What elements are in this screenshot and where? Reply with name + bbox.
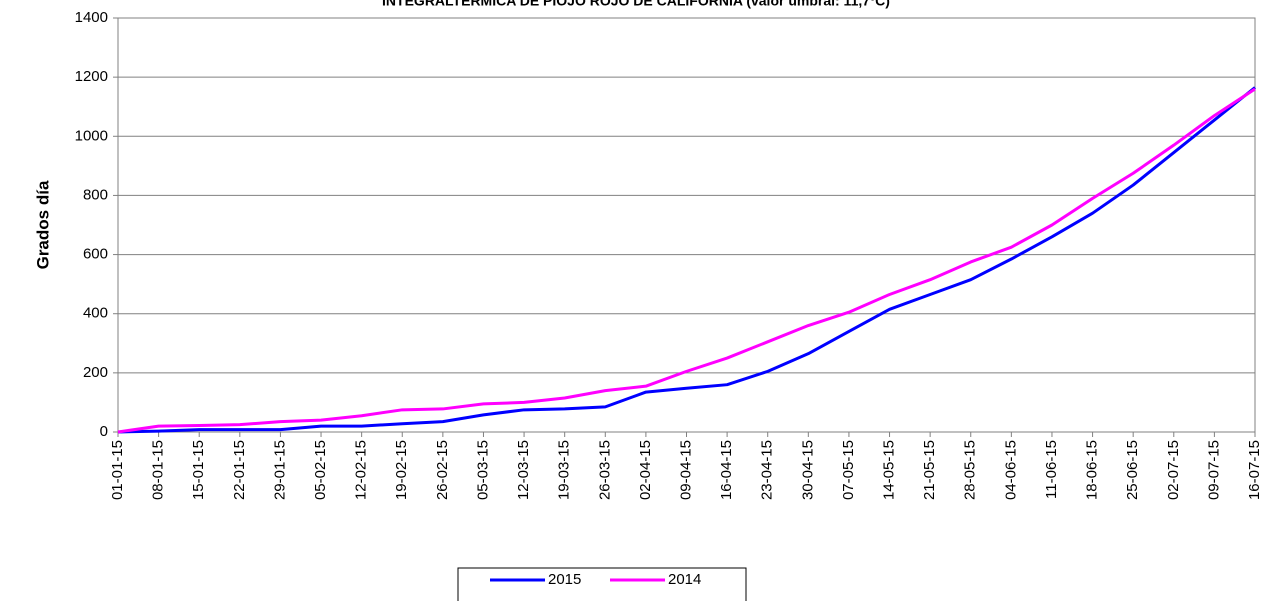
x-tick-label: 15-01-15 xyxy=(190,440,207,500)
x-tick-label: 01-01-15 xyxy=(109,440,126,500)
legend xyxy=(457,567,747,601)
x-tick-label: 19-02-15 xyxy=(393,440,410,500)
x-tick-label: 26-03-15 xyxy=(596,440,613,500)
y-tick-label: 0 xyxy=(100,423,108,440)
x-tick-label: 16-07-15 xyxy=(1246,440,1263,500)
x-tick-label: 12-02-15 xyxy=(353,440,370,500)
y-tick-label: 800 xyxy=(83,186,108,203)
x-tick-label: 11-06-15 xyxy=(1043,440,1060,499)
chart-title: INTEGRALTERMICA DE PIOJO ROJO DE CALIFOR… xyxy=(382,0,890,9)
x-tick-label: 29-01-15 xyxy=(271,440,288,500)
x-tick-label: 26-02-15 xyxy=(434,440,451,500)
x-tick-label: 14-05-15 xyxy=(881,440,898,500)
x-tick-label: 19-03-15 xyxy=(556,440,573,500)
x-tick-label: 05-02-15 xyxy=(312,440,329,500)
y-tick-label: 1000 xyxy=(75,127,108,144)
legend-label: 2015 xyxy=(548,571,581,588)
x-tick-label: 05-03-15 xyxy=(474,440,491,500)
y-axis-label: Grados día xyxy=(33,180,52,269)
y-tick-label: 200 xyxy=(83,364,108,381)
series-line xyxy=(117,86,1256,434)
legend-label: 2014 xyxy=(668,571,701,588)
y-tick-label: 1200 xyxy=(75,68,108,85)
x-tick-label: 09-07-15 xyxy=(1205,440,1222,500)
x-tick-label: 02-04-15 xyxy=(637,440,654,500)
x-tick-label: 09-04-15 xyxy=(677,440,694,500)
x-tick-label: 23-04-15 xyxy=(759,440,776,500)
y-tick-label: 600 xyxy=(83,246,108,263)
x-tick-label: 04-06-15 xyxy=(1002,440,1019,500)
series-line xyxy=(117,87,1256,434)
x-tick-label: 18-06-15 xyxy=(1084,440,1101,500)
x-tick-label: 02-07-15 xyxy=(1165,440,1182,500)
x-tick-label: 30-04-15 xyxy=(799,440,816,500)
x-tick-label: 21-05-15 xyxy=(921,440,938,500)
x-tick-label: 22-01-15 xyxy=(231,440,248,500)
x-tick-label: 16-04-15 xyxy=(718,440,735,500)
y-tick-label: 400 xyxy=(83,305,108,322)
x-tick-label: 28-05-15 xyxy=(962,440,979,500)
x-tick-label: 07-05-15 xyxy=(840,440,857,500)
x-tick-label: 08-01-15 xyxy=(150,440,167,500)
x-tick-label: 12-03-15 xyxy=(515,440,532,500)
y-tick-label: 1400 xyxy=(75,9,108,26)
x-tick-label: 25-06-15 xyxy=(1124,440,1141,500)
